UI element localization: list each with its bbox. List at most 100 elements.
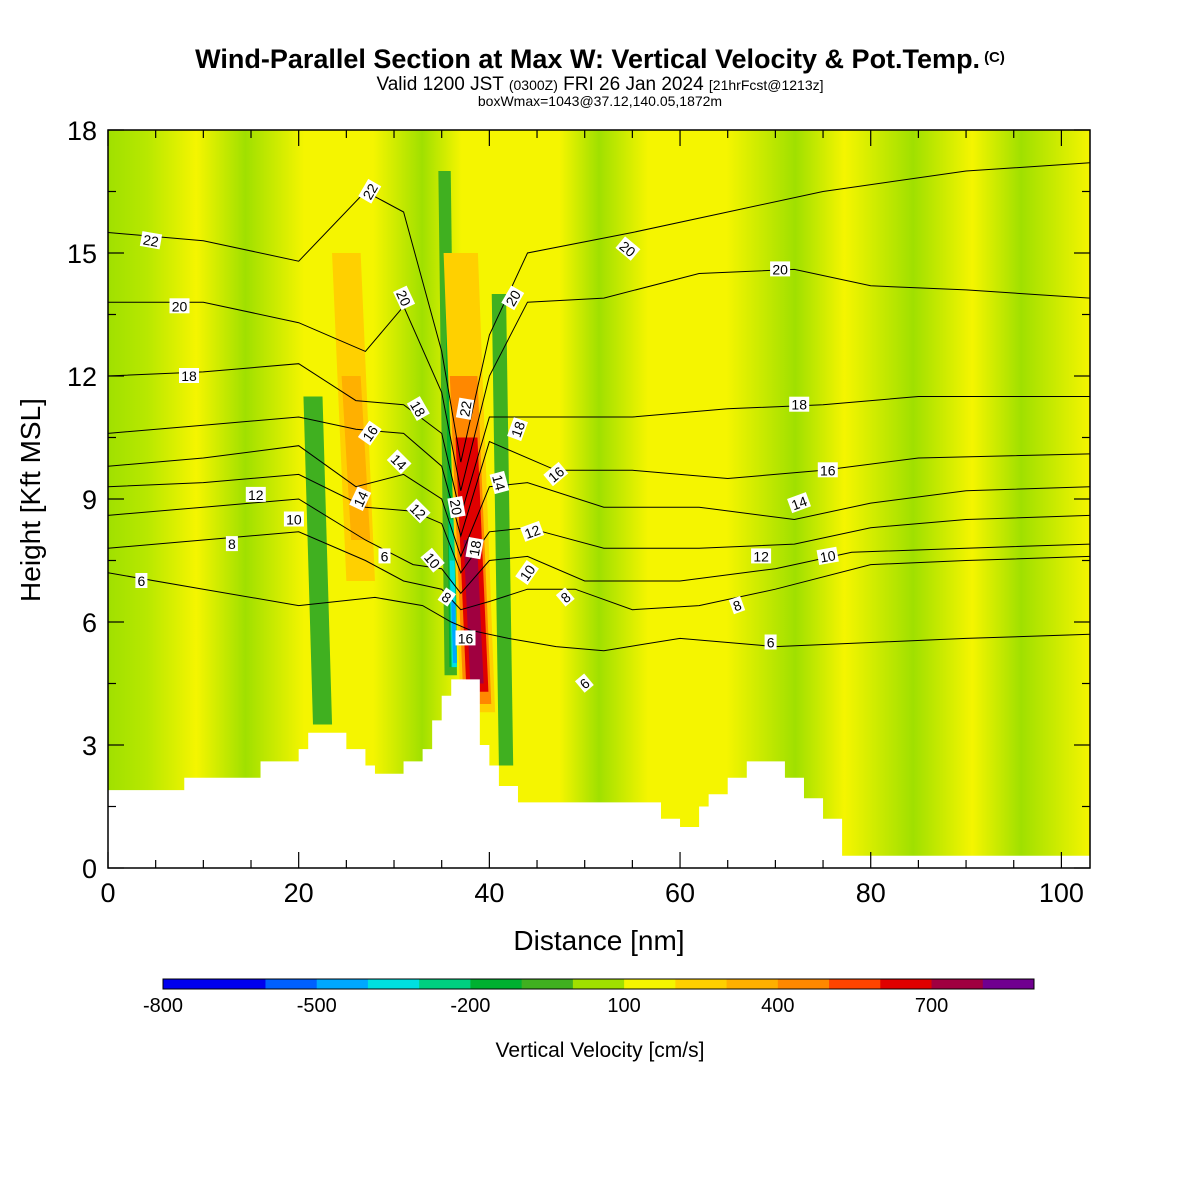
box-info: boxWmax=1043@37.12,140.05,1872m [477, 93, 723, 109]
svg-text:16: 16 [458, 630, 474, 646]
x-axis-title: Distance [nm] [513, 925, 684, 956]
contour-label: 20 [501, 285, 525, 311]
colorbar-swatch [214, 979, 266, 989]
svg-text:20: 20 [172, 298, 188, 314]
y-tick-label: 6 [82, 608, 97, 638]
colorbar-swatch [829, 979, 881, 989]
contour-label: 12 [405, 498, 431, 524]
svg-text:22: 22 [359, 181, 381, 203]
contour-label: 18 [507, 417, 528, 442]
contour-label: 10 [515, 560, 539, 586]
velocity-band-11 [303, 396, 333, 725]
velocity-band-4 [451, 601, 457, 663]
y-axis-title: Height [Kft MSL] [15, 398, 46, 602]
contour-labels: 22 20 18 12 10 8 6 22 20 16 18 14 14 12 6 10 8 22 20 18 16 20… [135, 178, 839, 693]
colorbar-swatch [163, 979, 215, 989]
colorbar-swatch [521, 979, 574, 989]
x-tick-label: 100 [1039, 878, 1084, 908]
x-tick-labels: 0 20 40 60 80 100 [100, 878, 1083, 908]
svg-text:14: 14 [489, 473, 509, 492]
svg-text:20: 20 [447, 498, 465, 516]
svg-text:12: 12 [753, 548, 769, 564]
theta-contour-16 [108, 416, 1090, 538]
svg-text:14: 14 [789, 493, 809, 513]
x-tick-label: 20 [284, 878, 314, 908]
svg-text:10: 10 [819, 547, 837, 565]
svg-text:20: 20 [393, 288, 414, 309]
theta-contour-6 [108, 572, 1090, 652]
colorbar-tick-labels: -800 -500 -200 100 400 700 [143, 995, 948, 1017]
contour-label: 6 [764, 634, 777, 651]
colorbar-swatch [675, 979, 728, 989]
contour-label: 12 [245, 486, 266, 503]
svg-text:22: 22 [142, 231, 160, 249]
svg-text:20: 20 [772, 261, 788, 277]
contour-label: 18 [789, 396, 810, 413]
theta-contour-14 [108, 445, 1090, 558]
colorbar [162, 978, 1035, 990]
colorbar-tick-label: -800 [143, 995, 183, 1017]
contour-label: 8 [728, 596, 746, 614]
x-tick-label: 40 [474, 878, 504, 908]
y-tick-label: 18 [67, 116, 97, 146]
contour-label: 14 [787, 492, 811, 513]
svg-text:18: 18 [508, 419, 528, 439]
colorbar-swatch [624, 979, 676, 989]
svg-text:18: 18 [791, 397, 807, 413]
contour-label: 20 [615, 236, 641, 261]
contour-label: 16 [455, 630, 476, 646]
theta-contour-20 [108, 268, 1090, 491]
svg-text:12: 12 [522, 522, 542, 542]
contour-label: 8 [225, 536, 238, 552]
contour-label: 16 [543, 461, 569, 487]
velocity-band-12 [491, 294, 514, 766]
svg-text:18: 18 [181, 368, 197, 384]
theta-contours [108, 162, 1090, 652]
contour-label: 20 [770, 261, 791, 277]
contour-label: 16 [817, 462, 838, 478]
colorbar-swatch [470, 979, 523, 989]
contour-label: 10 [420, 547, 445, 573]
y-tick-label: 0 [82, 854, 97, 884]
colorbar-swatch [982, 979, 1035, 989]
contour-label: 22 [358, 178, 382, 204]
svg-text:18: 18 [407, 398, 429, 420]
colorbar-swatch [880, 979, 933, 989]
svg-text:6: 6 [767, 635, 775, 651]
y-tick-label: 15 [67, 239, 97, 269]
colorbar-swatch [316, 979, 369, 989]
contour-label: 20 [447, 495, 466, 519]
colorbar-swatch [777, 979, 830, 989]
contour-label: 18 [179, 368, 199, 384]
y-tick-label: 12 [67, 362, 97, 392]
contour-label: 22 [139, 231, 163, 250]
contour-label: 10 [816, 546, 839, 566]
y-tick-label: 3 [82, 731, 97, 761]
contour-label: 22 [455, 397, 475, 420]
velocity-band-8 [463, 540, 484, 684]
svg-text:20: 20 [502, 287, 524, 309]
svg-text:18: 18 [466, 539, 484, 557]
x-tick-label: 60 [665, 878, 695, 908]
axis-ticks [107, 129, 1090, 869]
svg-text:16: 16 [820, 462, 836, 478]
contour-label: 14 [489, 470, 510, 495]
contour-label: 14 [386, 449, 412, 475]
svg-text:14: 14 [350, 488, 371, 509]
svg-text:6: 6 [381, 548, 389, 564]
contour-label: 6 [378, 548, 391, 564]
x-tick-label: 0 [100, 878, 115, 908]
terrain [108, 679, 1090, 868]
contour-label: 12 [520, 520, 545, 542]
colorbar-tick-label: -200 [450, 995, 490, 1017]
svg-text:12: 12 [248, 487, 264, 503]
contour-label: 20 [169, 298, 190, 314]
colorbar-tick-label: 700 [915, 995, 948, 1017]
colorbar-swatch [265, 979, 318, 989]
contour-label: 8 [437, 587, 457, 607]
contour-label: 12 [751, 548, 772, 564]
colorbar-tick-label: 400 [761, 995, 794, 1017]
colorbar-swatch [419, 979, 471, 989]
svg-text:22: 22 [456, 400, 474, 418]
contour-label: 20 [393, 285, 416, 311]
